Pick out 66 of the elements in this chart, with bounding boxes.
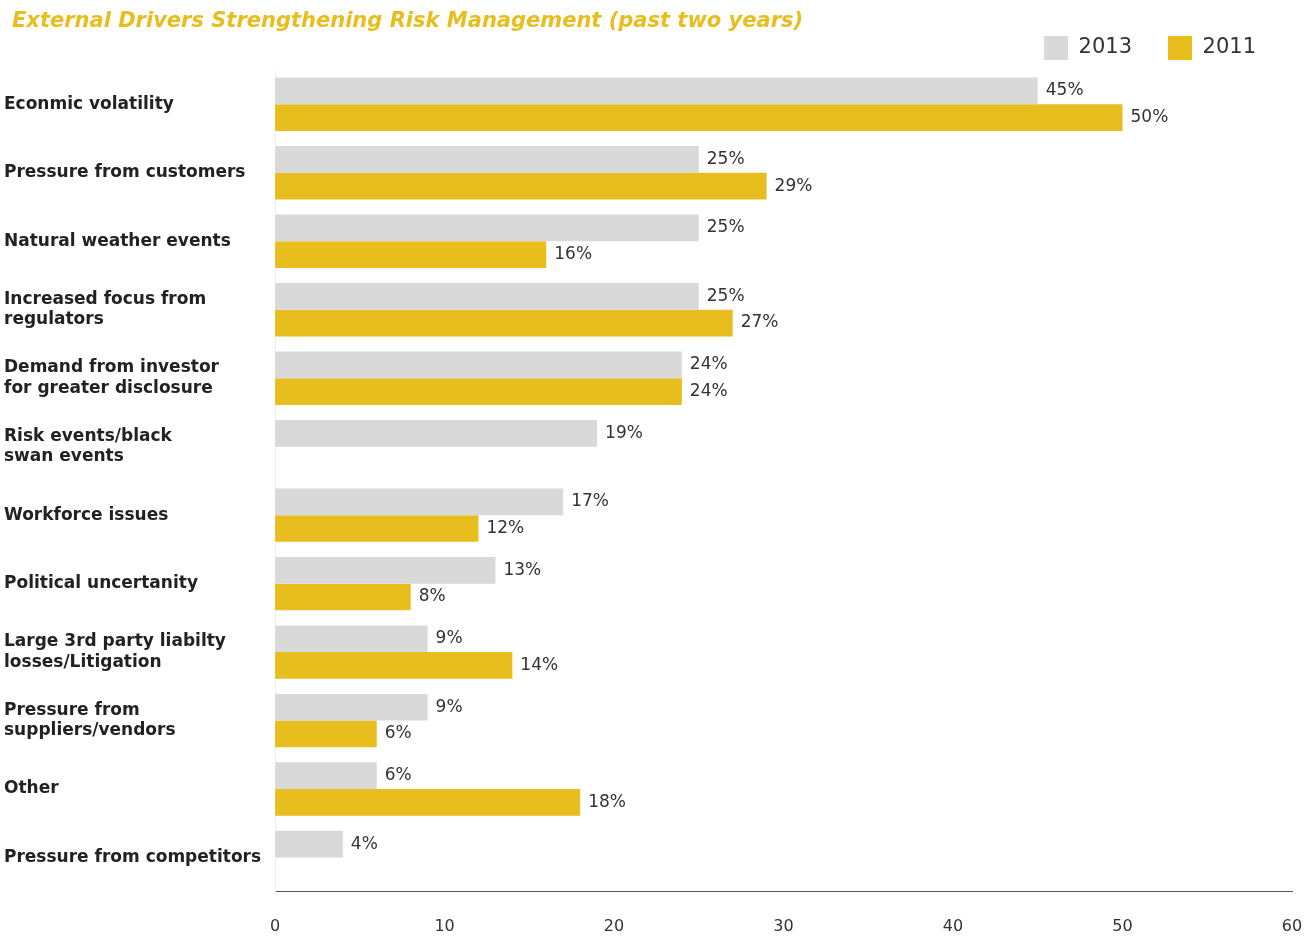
y-tick-label: Political uncertanity xyxy=(4,572,198,593)
data-label: 24% xyxy=(689,379,728,400)
x-tick-label: 30 xyxy=(773,915,794,935)
bar xyxy=(275,77,1038,105)
x-tick-label: 50 xyxy=(1112,915,1133,935)
bar xyxy=(275,652,513,679)
x-tick-label: 10 xyxy=(434,915,455,935)
y-tick-label: Pressure from suppliers/vendors xyxy=(4,698,176,740)
x-tick-label: 0 xyxy=(269,915,281,935)
data-label: 8% xyxy=(418,585,446,606)
y-tick-label: Large 3rd party liabilty losses/Litigation xyxy=(4,630,226,671)
bar xyxy=(275,720,377,748)
data-label: 25% xyxy=(706,284,745,305)
bar xyxy=(275,282,699,310)
y-tick-label: Workforce issues xyxy=(4,503,169,524)
data-label: 24% xyxy=(689,353,728,374)
data-label: 14% xyxy=(520,653,559,674)
data-label: 29% xyxy=(774,174,813,195)
chart-title: External Drivers Strengthening Risk Management (past two years) xyxy=(12,8,804,32)
bar xyxy=(275,515,479,542)
data-label: 18% xyxy=(588,790,626,811)
data-label: 50% xyxy=(1130,106,1169,127)
bar xyxy=(275,583,411,611)
data-label: 27% xyxy=(740,311,779,332)
bar xyxy=(275,625,428,653)
y-tick-label: Risk events/black swan events xyxy=(4,424,173,466)
bar xyxy=(275,378,682,405)
bar xyxy=(275,172,767,200)
y-tick-label: Pressure from customers xyxy=(4,161,246,182)
data-label: 12% xyxy=(486,516,525,537)
bar xyxy=(275,241,547,268)
data-label: 16% xyxy=(554,242,593,263)
y-tick-label: Demand from investor for greater disclosure xyxy=(4,356,220,397)
bar xyxy=(275,104,1123,131)
bar xyxy=(275,309,733,337)
data-label: 4% xyxy=(350,832,378,853)
y-tick-label: Increased focus from regulators xyxy=(4,287,207,329)
x-tick-label: 60 xyxy=(1281,915,1303,935)
bar xyxy=(275,556,496,584)
x-tick-label: 20 xyxy=(603,915,625,935)
bar xyxy=(275,488,564,516)
y-tick-label: Natural weather events xyxy=(4,229,231,250)
data-label: 9% xyxy=(435,627,463,648)
data-label: 6% xyxy=(384,764,412,785)
bar xyxy=(275,789,581,816)
bar xyxy=(275,830,343,858)
data-label: 6% xyxy=(384,722,412,743)
y-tick-label: Pressure from competitors xyxy=(4,845,262,866)
bar xyxy=(275,214,699,242)
bar xyxy=(275,351,682,379)
legend-label: 2013 xyxy=(1078,34,1133,59)
y-tick-label: Econmic volatility xyxy=(4,92,174,113)
data-label: 9% xyxy=(435,695,463,716)
bar xyxy=(275,693,428,721)
x-tick-label: 40 xyxy=(942,915,964,935)
data-label: 13% xyxy=(503,558,542,579)
y-tick-label: Other xyxy=(4,777,60,798)
bar xyxy=(275,146,699,173)
data-label: 45% xyxy=(1045,79,1084,100)
bar xyxy=(275,419,598,447)
legend-label: 2011 xyxy=(1202,34,1257,59)
data-label: 25% xyxy=(706,147,745,168)
data-label: 17% xyxy=(571,490,609,511)
bar xyxy=(275,762,377,790)
data-label: 25% xyxy=(706,216,745,237)
data-label: 19% xyxy=(605,421,643,442)
